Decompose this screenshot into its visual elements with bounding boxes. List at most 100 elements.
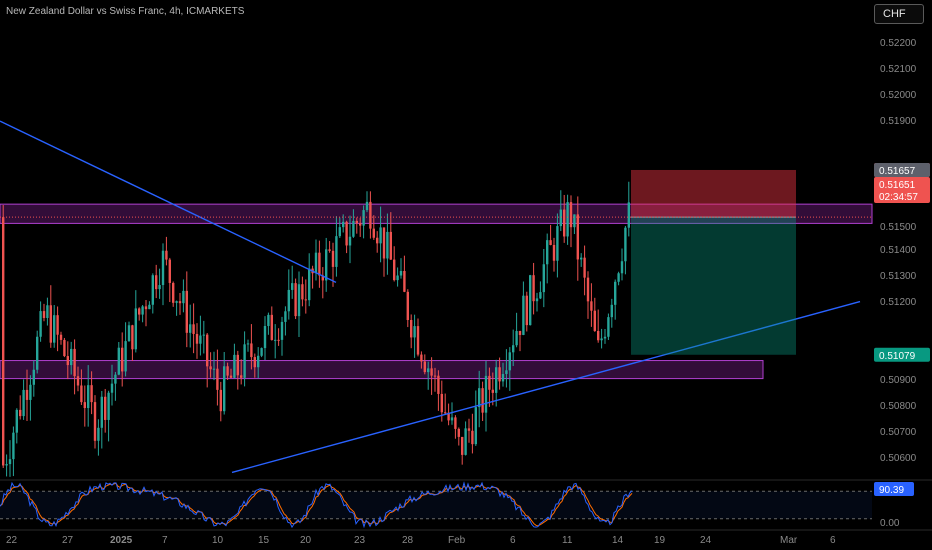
candle-body <box>87 385 90 409</box>
rsi-value-tag-text: 90.39 <box>879 485 904 496</box>
candle-body <box>365 201 369 211</box>
candle-body <box>93 402 97 441</box>
candle-body <box>389 231 392 260</box>
candle-body <box>243 344 246 378</box>
candle-body <box>325 249 328 281</box>
candle-body <box>206 334 209 367</box>
currency-button[interactable]: CHF <box>874 4 924 24</box>
candle-body <box>498 367 501 382</box>
candle-body <box>603 336 607 339</box>
candle-body <box>246 343 250 345</box>
target-price-tag <box>874 347 930 362</box>
support-zone <box>0 360 764 380</box>
candle-body <box>59 334 63 340</box>
candle-body <box>508 352 511 371</box>
candle-body <box>19 409 22 417</box>
candles[interactable] <box>2 181 630 477</box>
stoch-rsi-k-line <box>0 481 633 529</box>
candle-body <box>36 336 39 370</box>
candle-body <box>454 417 457 429</box>
candle-body <box>559 209 562 227</box>
candle-body <box>382 227 386 259</box>
candle-body <box>440 393 443 413</box>
candle-body <box>223 366 226 412</box>
price-tick-label: 0.51400 <box>880 245 917 256</box>
time-axis[interactable]: 22 27 2025 7 10 15 20 23 28 Feb 6 11 14 19 24 Mar 6 <box>6 535 836 546</box>
candle-body <box>189 324 192 333</box>
trendlines[interactable] <box>0 120 861 474</box>
short-position-tool[interactable] <box>0 169 872 355</box>
candle-body <box>386 231 389 259</box>
candle-body <box>484 375 488 413</box>
candle-body <box>185 290 188 333</box>
candle-body <box>114 374 117 384</box>
candle-body <box>427 368 430 373</box>
candle-body <box>532 275 535 302</box>
candle-body <box>53 315 56 343</box>
candle-body <box>155 275 158 290</box>
candle-body <box>614 281 617 305</box>
time-tick-label: 15 <box>258 535 270 546</box>
candle-body <box>457 428 460 437</box>
candle-body <box>148 304 151 310</box>
candle-body <box>359 223 362 226</box>
candle-body <box>117 347 120 375</box>
candle-body <box>437 375 440 394</box>
zone-top-price-tag <box>874 163 930 177</box>
candle-body <box>212 368 216 370</box>
candle-body <box>529 275 532 326</box>
candle-body <box>250 343 253 358</box>
candle-body <box>297 284 301 317</box>
candle-body <box>172 282 175 303</box>
current-price-tag <box>874 177 930 203</box>
candle-body <box>569 202 573 228</box>
time-tick-label: 23 <box>354 535 366 546</box>
time-tick-label: 22 <box>6 535 18 546</box>
price-tick-label: 0.50900 <box>880 375 917 386</box>
candle-body <box>168 259 171 283</box>
candle-body <box>22 389 25 417</box>
price-tick-label: 0.50600 <box>880 453 917 464</box>
candle-body <box>393 259 396 281</box>
candle-body <box>127 325 131 342</box>
candle-body <box>260 348 263 356</box>
candle-body <box>539 292 542 299</box>
candle-body <box>46 305 49 318</box>
candle-body <box>481 388 484 413</box>
candle-body <box>552 244 556 261</box>
candle-body <box>328 249 331 251</box>
candle-body <box>107 392 110 420</box>
candle-body <box>576 214 579 260</box>
candle-body <box>597 330 600 341</box>
candle-body <box>376 237 379 244</box>
candle-body <box>29 384 32 400</box>
candle-body <box>121 347 124 372</box>
candle-body <box>396 275 399 281</box>
price-tick-label: 0.52000 <box>880 90 917 101</box>
candle-body <box>321 275 324 281</box>
candle-body <box>491 389 494 393</box>
time-tick-label: 10 <box>212 535 224 546</box>
candle-body <box>586 277 590 302</box>
price-axis[interactable]: 0.52200 0.52100 0.52000 0.51900 0.51500 0.514… <box>874 38 930 529</box>
candle-body <box>304 299 307 301</box>
candle-body <box>56 315 59 335</box>
candle-body <box>15 409 18 433</box>
candle-body <box>301 284 304 300</box>
time-tick-label: 19 <box>654 535 666 546</box>
price-tick-label: 0.51200 <box>880 297 917 308</box>
candle-body <box>216 368 219 390</box>
current-price-tag-text: 02:34:57 <box>879 192 918 203</box>
time-tick-label: 20 <box>300 535 312 546</box>
grid <box>0 479 932 531</box>
candle-body <box>134 308 137 350</box>
candle-body <box>131 325 134 350</box>
candle-body <box>505 370 508 375</box>
candle-body <box>610 304 613 318</box>
candle-body <box>488 375 491 390</box>
candle-body <box>141 306 144 315</box>
candle-body <box>467 428 471 431</box>
candle-body <box>338 227 341 237</box>
